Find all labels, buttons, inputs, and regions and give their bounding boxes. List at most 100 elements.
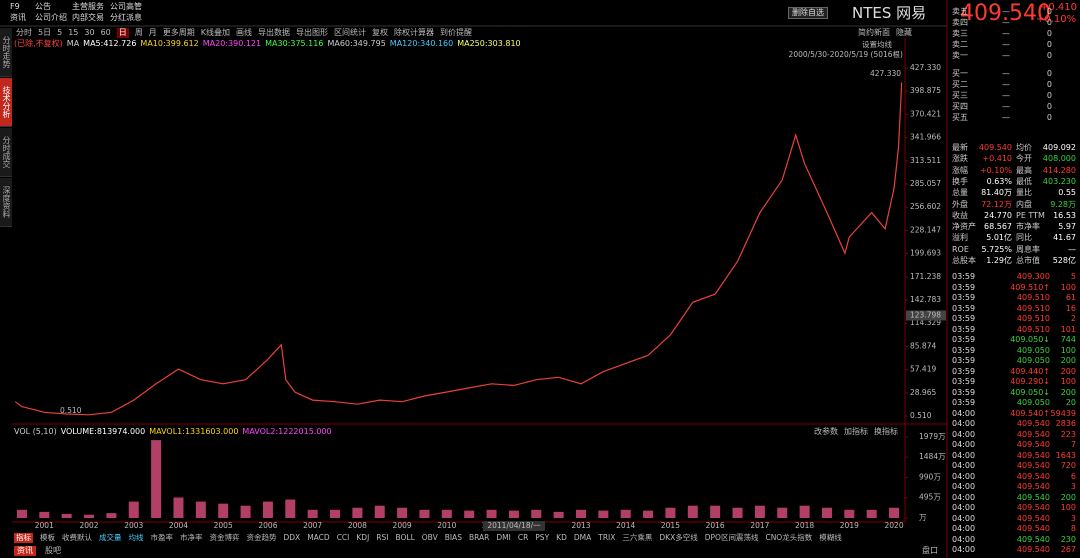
- x-tick-label: 2003: [124, 521, 143, 530]
- indicator-tab[interactable]: DPO区间震荡线: [704, 533, 759, 542]
- indicator-tab[interactable]: PSY: [535, 533, 550, 542]
- volume-button[interactable]: 换指标: [874, 427, 898, 436]
- trade-time: 04:00: [952, 534, 976, 544]
- indicator-tab[interactable]: 成交量: [99, 533, 122, 542]
- indicator-tab[interactable]: CNO龙头指数: [765, 533, 813, 542]
- indicator-tab[interactable]: 模板: [40, 533, 55, 542]
- indicator-tab[interactable]: KD: [556, 533, 567, 542]
- ma-legend-item: MA60:349.795: [327, 39, 386, 48]
- toolbar-item[interactable]: 30: [84, 28, 95, 37]
- toolbar-item[interactable]: 60: [100, 28, 111, 37]
- menu-item[interactable]: 公司高管: [110, 2, 142, 11]
- indicator-tab[interactable]: 模糊线: [819, 533, 842, 542]
- ma-legend-item: (已除,不复权): [14, 39, 63, 48]
- toolbar-item[interactable]: 更多周期: [162, 28, 195, 37]
- volume-bar: [754, 505, 765, 518]
- toolbar-item[interactable]: 复权: [372, 28, 388, 37]
- indicator-tab[interactable]: CR: [517, 533, 529, 542]
- toolbar-item[interactable]: 导出图形: [296, 28, 328, 37]
- indicator-tab[interactable]: OBV: [421, 533, 438, 542]
- y-tick-label: 1484万: [919, 452, 946, 461]
- indicator-tab[interactable]: RSI: [376, 533, 389, 542]
- trade-price: 409.540: [1016, 534, 1050, 544]
- volume-button[interactable]: 加指标: [844, 427, 868, 436]
- toolbar-item[interactable]: 15: [68, 28, 79, 37]
- toolbar-item[interactable]: 分时: [16, 28, 32, 37]
- indicator-tab[interactable]: DKX多空线: [659, 533, 698, 542]
- indicator-tab[interactable]: 三六乘黑: [622, 533, 653, 542]
- indicator-tab[interactable]: DMI: [496, 533, 511, 542]
- side-tab[interactable]: 深度资料: [0, 178, 12, 227]
- toolbar-item[interactable]: 区间统计: [334, 28, 366, 37]
- order-price: —: [1002, 113, 1010, 122]
- toolbar-item[interactable]: 除权计算器: [394, 28, 434, 37]
- trade-time: 04:00: [952, 503, 976, 512]
- handicap-button[interactable]: 盘口: [922, 546, 938, 555]
- volume-bar: [441, 509, 452, 518]
- toolbar-item[interactable]: 隐藏: [896, 28, 912, 37]
- toolbar-item[interactable]: 画线: [236, 28, 252, 37]
- toolbar-item[interactable]: 月: [148, 28, 157, 37]
- toolbar-item[interactable]: K线叠加: [200, 28, 230, 37]
- trade-volume: 200: [1060, 492, 1076, 502]
- side-tab[interactable]: 分时成交: [0, 128, 12, 177]
- y-tick-label: 256.602: [910, 202, 941, 211]
- menu-item[interactable]: 内部交易: [72, 13, 104, 22]
- indicator-tab[interactable]: 市净率: [180, 533, 203, 542]
- remove-watch-button[interactable]: 删除自选: [788, 7, 828, 19]
- trade-volume: 59439: [1050, 408, 1076, 418]
- volume-bar: [643, 510, 654, 518]
- trade-price: 409.510: [1016, 314, 1050, 323]
- toolbar-item[interactable]: 5日: [38, 28, 52, 37]
- y-tick-label: 285.057: [910, 179, 941, 188]
- trade-time: 03:59: [952, 377, 976, 386]
- menu-item[interactable]: 资讯: [10, 13, 26, 22]
- indicator-tab[interactable]: 收费默认: [62, 533, 92, 542]
- y-tick-label: 427.330: [910, 63, 941, 72]
- side-tab[interactable]: 分时走势: [0, 28, 12, 77]
- indicator-tab[interactable]: TRIX: [598, 533, 616, 542]
- trade-time: 03:59: [952, 293, 976, 302]
- indicator-tab[interactable]: BIAS: [444, 533, 462, 542]
- stat-cell: 最低: [1016, 176, 1032, 186]
- bottom-tab[interactable]: 股吧: [45, 546, 61, 555]
- stat-cell: +0.410: [982, 154, 1012, 164]
- menu-item[interactable]: 公司介绍: [35, 13, 67, 22]
- stat-cell: 量比: [1016, 188, 1032, 198]
- indicator-tab[interactable]: MACD: [307, 533, 330, 542]
- toolbar-item[interactable]: 5: [57, 28, 63, 37]
- indicator-tab[interactable]: CCI: [336, 533, 350, 542]
- side-tab[interactable]: 技术分析: [0, 78, 12, 127]
- indicator-tab[interactable]: 资金博弈: [209, 533, 240, 542]
- trade-time: 03:59: [952, 282, 976, 292]
- x-tick-label: 2008: [348, 521, 367, 530]
- bottom-tab[interactable]: 资讯: [14, 546, 36, 556]
- volume-button[interactable]: 改参数: [814, 427, 838, 436]
- trade-volume: 3: [1070, 513, 1076, 523]
- indicator-tab[interactable]: 均线: [128, 533, 144, 542]
- indicator-tab[interactable]: DMA: [573, 533, 592, 542]
- stat-cell: 净资产: [952, 222, 976, 232]
- volume-bar: [84, 514, 95, 518]
- volume-bar: [16, 509, 27, 518]
- toolbar-item[interactable]: 日: [116, 28, 129, 38]
- y-tick-label: 85.874: [910, 341, 936, 350]
- toolbar-item[interactable]: 到价提醒: [440, 28, 472, 37]
- toolbar-item[interactable]: 导出数据: [258, 28, 290, 37]
- toolbar-item[interactable]: 周: [134, 28, 143, 37]
- indicator-tab[interactable]: BRAR: [468, 533, 490, 542]
- indicator-tab[interactable]: KDJ: [356, 533, 370, 542]
- trade-volume: 200: [1060, 387, 1076, 397]
- indicator-tab[interactable]: 资金趋势: [246, 533, 277, 542]
- menu-item[interactable]: 主营服务: [72, 2, 104, 11]
- menu-item[interactable]: F9: [10, 2, 20, 11]
- order-volume: 0: [1046, 80, 1052, 89]
- menu-item[interactable]: 分红派息: [110, 13, 142, 22]
- indicator-tab[interactable]: 指标: [14, 533, 33, 543]
- toolbar-item[interactable]: 简约新面: [858, 28, 890, 37]
- x-tick-label: 2002: [79, 521, 98, 530]
- indicator-tab[interactable]: BOLL: [395, 533, 415, 542]
- indicator-tab[interactable]: DDX: [283, 533, 301, 542]
- menu-item[interactable]: 公告: [35, 2, 51, 11]
- indicator-tab[interactable]: 市盈率: [150, 533, 174, 542]
